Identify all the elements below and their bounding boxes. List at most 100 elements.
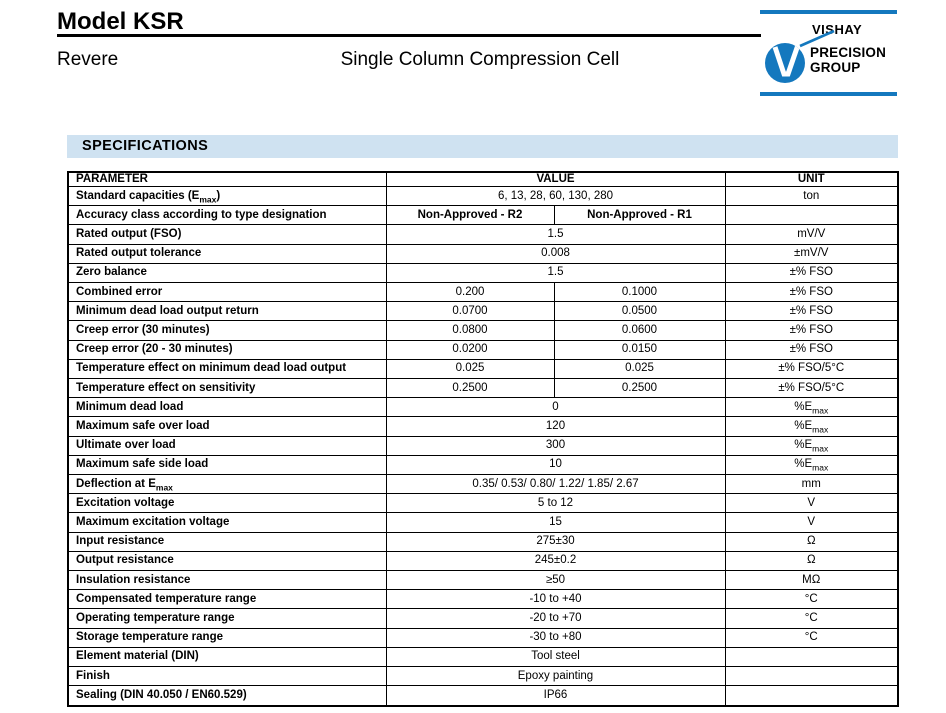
value-cell: -20 to +70: [385, 608, 726, 629]
value-cell: 0.2500: [385, 378, 555, 399]
table-row: Minimum dead load 0 %Emax: [67, 397, 899, 418]
value-cell: Epoxy painting: [385, 666, 726, 687]
value-cell: 15: [385, 512, 726, 533]
parameter-cell: Combined error: [67, 282, 387, 303]
table-row: Standard capacities (Emax) 6, 13, 28, 60,…: [67, 185, 899, 207]
unit-cell: %Emax: [724, 397, 899, 418]
parameter-cell: Temperature effect on sensitivity: [67, 378, 387, 399]
table-row: Output resistance 245±0.2 Ω: [67, 550, 899, 572]
page-title: Model KSR: [57, 8, 184, 35]
parameter-cell: Element material (DIN): [67, 646, 387, 668]
unit-cell: mV/V: [724, 224, 899, 245]
spec-table: PARAMETER VALUE UNIT Standard capacities…: [67, 171, 899, 707]
value-cell: -10 to +40: [385, 589, 726, 610]
precision-wordmark: PRECISION: [810, 45, 887, 60]
unit-cell: ±% FSO: [724, 320, 899, 341]
value-cell: 0.35/ 0.53/ 0.80/ 1.22/ 1.85/ 2.67: [385, 474, 726, 495]
logo-bar-bottom: [760, 92, 897, 96]
unit-cell: [724, 646, 899, 668]
value-cell: 120: [385, 416, 726, 437]
value-cell: 0.0800: [385, 320, 555, 341]
value-cell: 0.2500: [553, 378, 726, 399]
table-row: Maximum safe side load 10 %Emax: [67, 454, 899, 476]
unit-cell: ±% FSO: [724, 339, 899, 360]
value-cell: 5 to 12: [385, 493, 726, 514]
specifications-header-bar: SPECIFICATIONS: [67, 135, 898, 158]
parameter-cell: Maximum excitation voltage: [67, 512, 387, 533]
unit-cell: V: [724, 493, 899, 514]
parameter-column-header: PARAMETER: [67, 171, 387, 187]
unit-cell: ±% FSO: [724, 282, 899, 303]
table-row: Creep error (20 - 30 minutes) 0.0200 0.015…: [67, 339, 899, 360]
value-cell: 0: [385, 397, 726, 418]
parameter-cell: Insulation resistance: [67, 570, 387, 591]
specifications-title: SPECIFICATIONS: [82, 138, 209, 154]
unit-cell: ±% FSO/5°C: [724, 378, 899, 399]
table-row: Rated output tolerance 0.008 ±mV/V: [67, 243, 899, 264]
parameter-cell: Rated output (FSO): [67, 224, 387, 245]
table-row: Input resistance 275±30 Ω: [67, 531, 899, 552]
table-row: Finish Epoxy painting: [67, 666, 899, 687]
value-cell: 0.0600: [553, 320, 726, 341]
unit-cell: °C: [724, 627, 899, 648]
group-wordmark: GROUP: [810, 60, 861, 75]
value-cell: 0.025: [385, 358, 555, 380]
value-cell: 275±30: [385, 531, 726, 552]
parameter-cell: Compensated temperature range: [67, 589, 387, 610]
parameter-cell: Storage temperature range: [67, 627, 387, 648]
table-row: Storage temperature range -30 to +80 °C: [67, 627, 899, 648]
parameter-cell: Temperature effect on minimum dead load …: [67, 358, 387, 380]
value-cell: 0.008: [385, 243, 726, 264]
parameter-cell: Maximum safe side load: [67, 454, 387, 476]
value-cell: 0.0700: [385, 301, 555, 322]
table-row: Insulation resistance ≥50 MΩ: [67, 570, 899, 591]
parameter-cell: Maximum safe over load: [67, 416, 387, 437]
table-row: Maximum safe over load 120 %Emax: [67, 416, 899, 437]
product-subtitle: Single Column Compression Cell: [340, 49, 620, 70]
value-cell: 1.5: [385, 262, 726, 284]
table-row: Excitation voltage 5 to 12 V: [67, 493, 899, 514]
parameter-cell: Deflection at Emax: [67, 474, 387, 495]
value-cell: 0.200: [385, 282, 555, 303]
unit-cell: V: [724, 512, 899, 533]
unit-cell: ton: [724, 185, 899, 207]
unit-cell: °C: [724, 589, 899, 610]
vpg-logo: VISHAY PRECISION GROUP: [760, 10, 897, 96]
table-row: Compensated temperature range -10 to +40 °…: [67, 589, 899, 610]
table-row: Zero balance 1.5 ±% FSO: [67, 262, 899, 284]
value-cell: Non-Approved - R2: [385, 205, 555, 226]
value-cell: 10: [385, 454, 726, 476]
value-cell: Non-Approved - R1: [553, 205, 726, 226]
table-row: Minimum dead load output return 0.0700 0.0…: [67, 301, 899, 322]
table-row: Combined error 0.200 0.1000 ±% FSO: [67, 282, 899, 303]
value-cell: 0.0500: [553, 301, 726, 322]
value-cell: 0.0150: [553, 339, 726, 360]
unit-cell: Ω: [724, 550, 899, 572]
vishay-wordmark: VISHAY: [812, 22, 863, 37]
parameter-cell: Creep error (20 - 30 minutes): [67, 339, 387, 360]
parameter-cell: Accuracy class according to type designa…: [67, 205, 387, 226]
table-row: Creep error (30 minutes) 0.0800 0.0600 ±% F…: [67, 320, 899, 341]
parameter-cell: Sealing (DIN 40.050 / EN60.529): [67, 685, 387, 707]
brand-name: Revere: [57, 49, 119, 70]
parameter-cell: Rated output tolerance: [67, 243, 387, 264]
unit-cell: %Emax: [724, 416, 899, 437]
value-cell: Tool steel: [385, 646, 726, 668]
table-row: Rated output (FSO) 1.5 mV/V: [67, 224, 899, 245]
table-row: Temperature effect on minimum dead load …: [67, 358, 899, 380]
unit-cell: [724, 666, 899, 687]
table-row: Operating temperature range -20 to +70 °C: [67, 608, 899, 629]
unit-cell: %Emax: [724, 435, 899, 456]
value-cell: 1.5: [385, 224, 726, 245]
unit-cell: [724, 685, 899, 707]
table-row: Maximum excitation voltage 15 V: [67, 512, 899, 533]
parameter-cell: Operating temperature range: [67, 608, 387, 629]
parameter-cell: Zero balance: [67, 262, 387, 284]
unit-cell: ±% FSO: [724, 262, 899, 284]
parameter-cell: Ultimate over load: [67, 435, 387, 456]
parameter-cell: Minimum dead load output return: [67, 301, 387, 322]
parameter-cell: Input resistance: [67, 531, 387, 552]
value-cell: 6, 13, 28, 60, 130, 280: [385, 185, 726, 207]
unit-cell: Ω: [724, 531, 899, 552]
